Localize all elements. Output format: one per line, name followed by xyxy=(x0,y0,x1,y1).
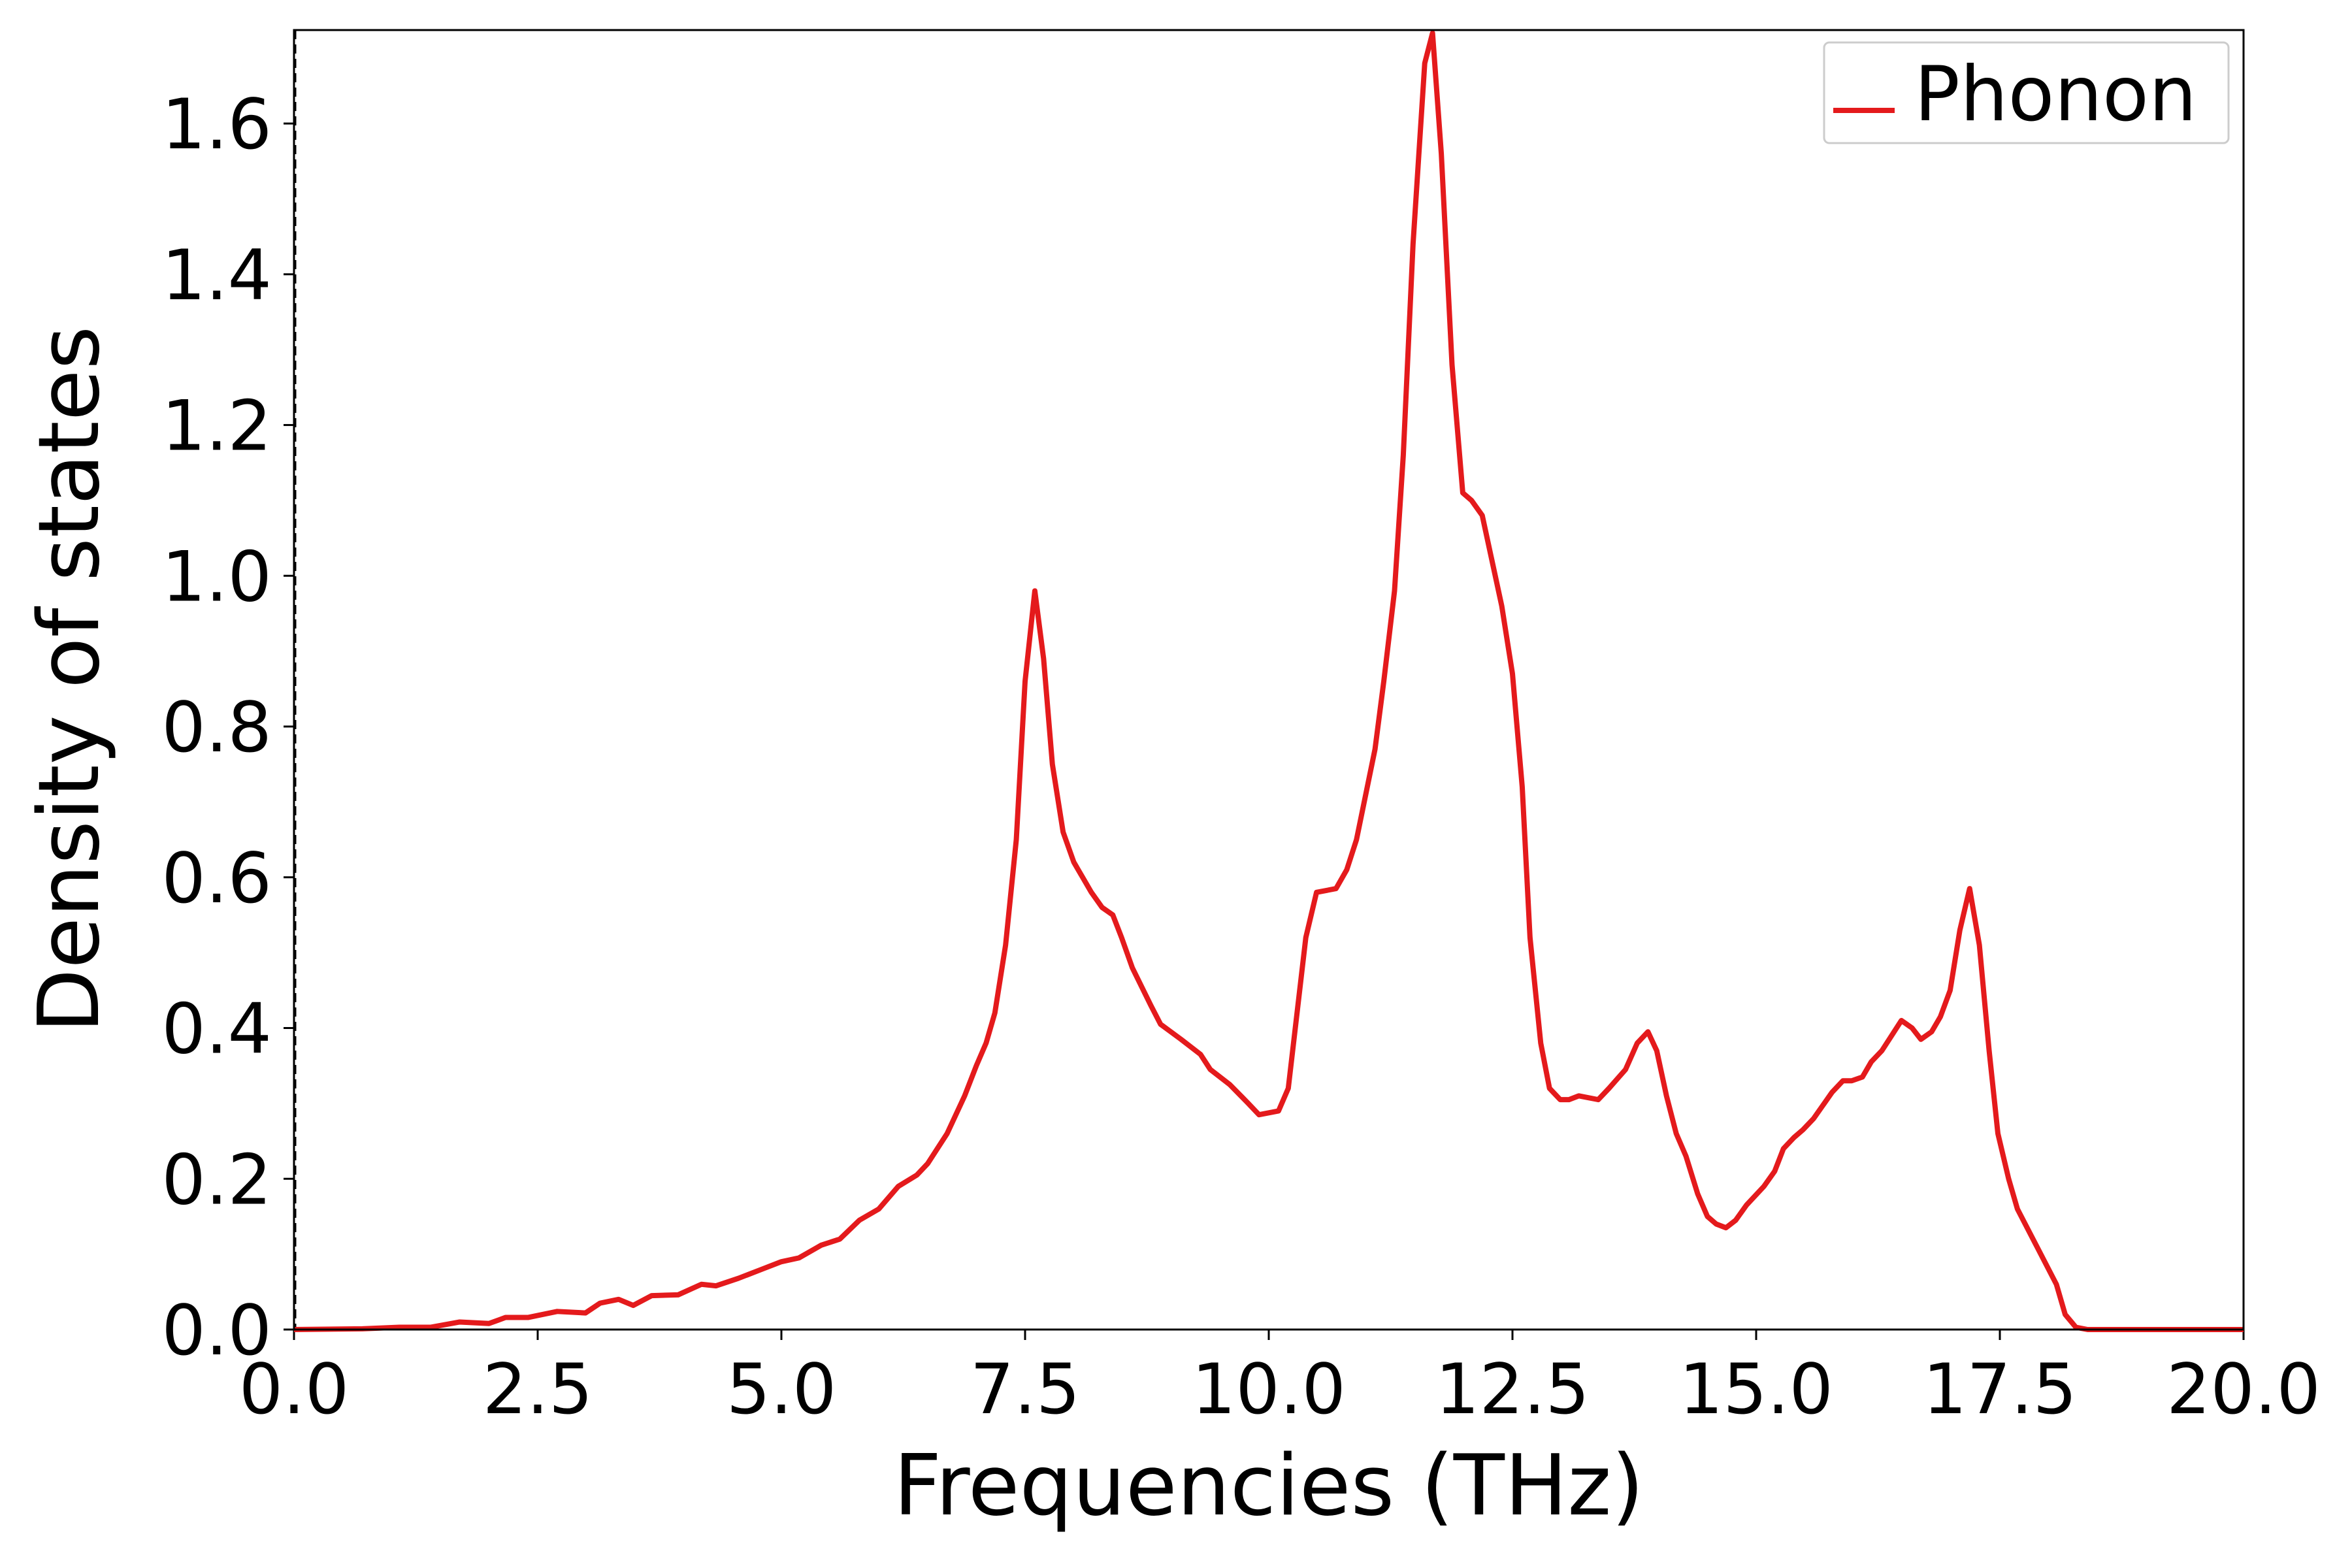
x-tick-label: 17.5 xyxy=(1923,1349,2077,1429)
plot-frame xyxy=(293,29,2245,1331)
x-tick-label: 12.5 xyxy=(1435,1349,1590,1429)
x-tick-label: 15.0 xyxy=(1679,1349,1833,1429)
y-tick-label: 1.0 xyxy=(161,536,272,617)
line-series xyxy=(293,30,2244,1332)
y-tick-label: 1.6 xyxy=(161,84,272,165)
x-tick-label: 5.0 xyxy=(727,1349,837,1429)
legend-box xyxy=(1823,41,2230,144)
y-tick-label: 0.4 xyxy=(161,989,272,1070)
x-tick-label: 20.0 xyxy=(2166,1349,2321,1429)
x-tick-label: 10.0 xyxy=(1192,1349,1346,1429)
y-tick-label: 0.8 xyxy=(161,687,272,768)
x-tick-label: 2.5 xyxy=(483,1349,593,1429)
y-tick-label: 0.0 xyxy=(161,1290,272,1371)
legend-label: Phonon xyxy=(1914,50,2197,139)
x-tick-label: 0.0 xyxy=(239,1349,350,1429)
x-tick-label: 7.5 xyxy=(970,1349,1081,1429)
y-tick-label: 1.4 xyxy=(161,235,272,316)
y-tick-label: 0.6 xyxy=(161,838,272,919)
y-tick-label: 1.2 xyxy=(161,386,272,466)
y-tick-label: 0.2 xyxy=(161,1139,272,1220)
x-axis-label: Frequencies (THz) xyxy=(894,1437,1644,1535)
y-axis-label: Density of states xyxy=(21,326,118,1033)
